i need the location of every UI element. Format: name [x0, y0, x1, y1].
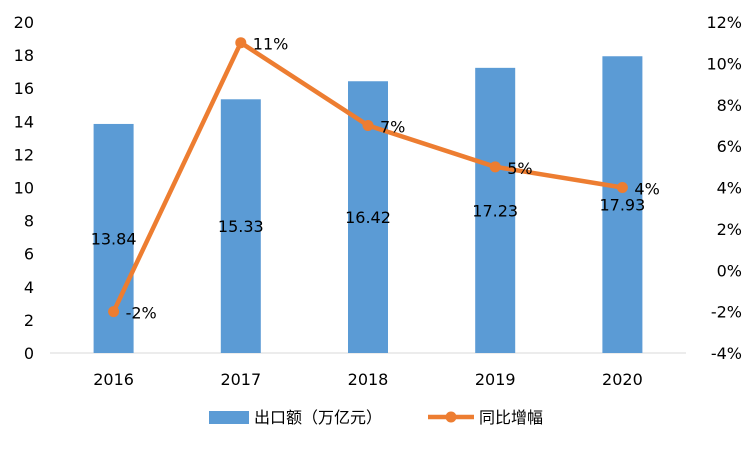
y-right-tick-label: 2% — [717, 220, 742, 239]
x-tick-label: 2019 — [475, 370, 516, 389]
y-right-tick-label: 8% — [717, 96, 742, 115]
x-tick-label: 2016 — [93, 370, 134, 389]
line-point — [616, 182, 628, 193]
line-data-labels: -2% 11% 7% 5% 4% — [126, 35, 660, 323]
y-right-tick-label: 6% — [717, 137, 742, 156]
legend-marker-line — [445, 411, 457, 423]
y-left-tick-label: 8 — [24, 212, 34, 231]
y-left-tick-label: 14 — [14, 112, 34, 131]
bar-data-label: 17.93 — [599, 196, 645, 215]
x-tick-label: 2018 — [348, 370, 389, 389]
x-tick-label: 2020 — [602, 370, 643, 389]
line-point — [235, 37, 247, 49]
y-left-tick-label: 18 — [14, 46, 34, 65]
line-data-label: 7% — [380, 117, 405, 136]
x-tick-label: 2017 — [220, 370, 261, 389]
y-right-tick-label: -2% — [711, 303, 742, 322]
line-point — [489, 161, 501, 173]
y-right-tick-label: 4% — [717, 179, 742, 198]
y-right-tick-label: 0% — [717, 261, 742, 280]
bar — [602, 56, 643, 354]
legend: 出口额（万亿元） 同比增幅 — [209, 408, 543, 427]
line-data-label: -2% — [126, 304, 157, 323]
y-left-tick-label: 6 — [24, 245, 34, 264]
y-left-tick-label: 4 — [24, 278, 34, 297]
bar-data-labels: 13.84 15.33 16.42 17.23 17.93 — [91, 196, 646, 249]
bar — [475, 67, 516, 353]
right-axis: -4% -2% 0% 2% 4% 6% 8% 10% 12% — [706, 13, 742, 363]
x-axis-ticks: 2016 2017 2018 2019 2020 — [93, 370, 643, 389]
line-point — [108, 306, 120, 318]
bar-data-label: 15.33 — [218, 217, 264, 236]
line-data-label: 4% — [634, 180, 659, 199]
legend-swatch-bar — [209, 411, 249, 424]
legend-label-bar: 出口额（万亿元） — [254, 408, 382, 427]
y-left-tick-label: 20 — [14, 13, 34, 32]
y-left-tick-label: 10 — [14, 179, 34, 198]
line-data-label: 11% — [253, 35, 289, 54]
line-series — [108, 37, 628, 318]
bar-data-label: 16.42 — [345, 208, 391, 227]
y-left-tick-label: 16 — [14, 79, 34, 98]
bar-data-label: 17.23 — [472, 201, 518, 220]
y-right-tick-label: 12% — [706, 13, 742, 32]
line-data-label: 5% — [507, 159, 532, 178]
bar-series — [93, 56, 643, 354]
bar-data-label: 13.84 — [91, 229, 137, 248]
y-left-tick-label: 0 — [24, 344, 34, 363]
left-axis: 0 2 4 6 8 10 12 14 16 18 20 — [14, 13, 34, 363]
y-right-tick-label: -4% — [711, 344, 742, 363]
bar — [220, 99, 261, 353]
y-left-tick-label: 12 — [14, 145, 34, 164]
legend-label-line: 同比增幅 — [479, 408, 543, 427]
line-point — [362, 119, 374, 131]
y-right-tick-label: 10% — [706, 54, 742, 73]
y-left-tick-label: 2 — [24, 311, 34, 330]
